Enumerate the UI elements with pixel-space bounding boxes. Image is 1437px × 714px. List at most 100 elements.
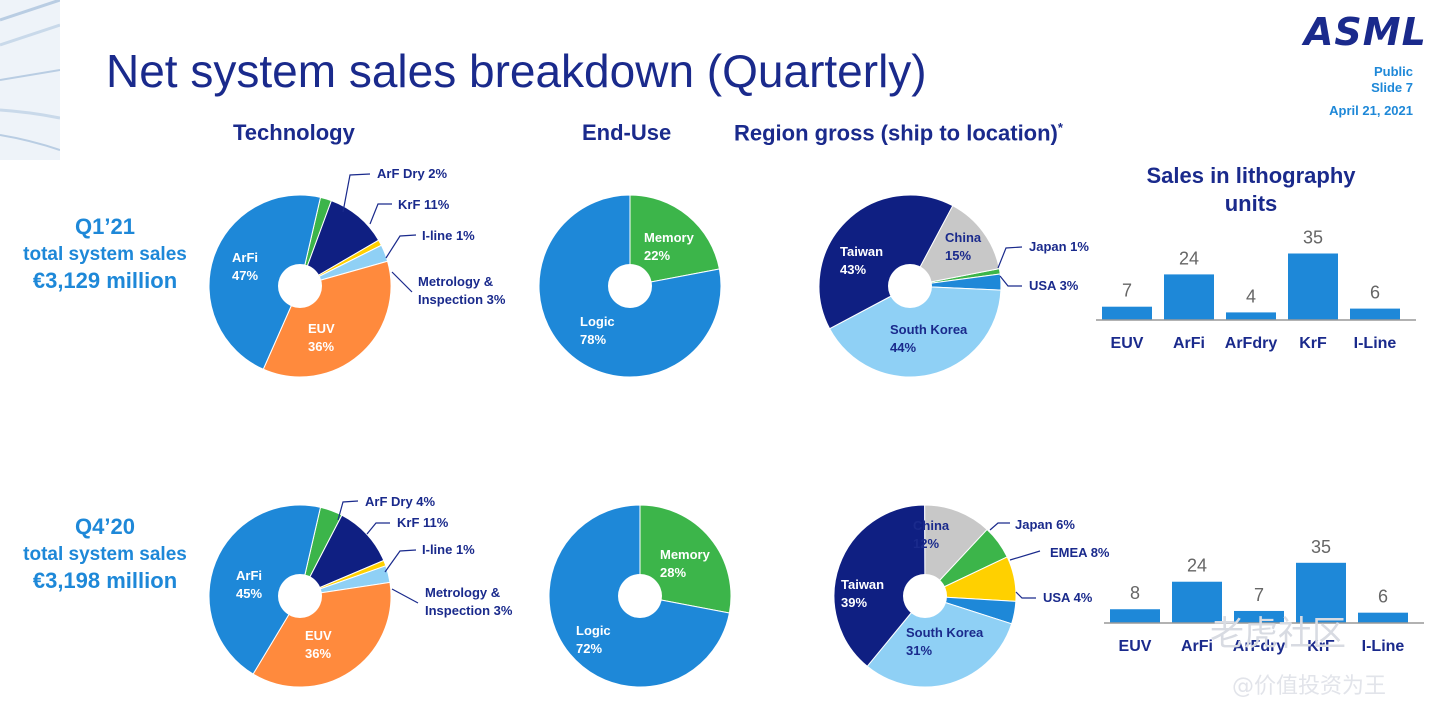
callout-label: I-line 1% [422,228,475,243]
pie-hole [903,574,947,618]
callout-leader-line [385,234,417,259]
pie-slice-china [909,205,1000,287]
slice-pct-arfi: 47% [232,268,258,283]
slice-label-arfi: ArFi [236,568,262,583]
pie-slice-euv [262,260,392,378]
quarter-label-q1: Q1’21 total system sales €3,129 million [10,214,200,294]
bar-category-label: ArFi [1173,335,1205,352]
bar-category-label: KrF [1307,638,1335,655]
slide-date: April 21, 2021 [1329,103,1413,118]
bar-arfi [1172,581,1222,623]
slice-label-euv: EUV [308,321,335,336]
page-title: Net system sales breakdown (Quarterly) [106,45,927,97]
slice-pct-arfi: 45% [236,586,262,601]
callout-leader-line [391,271,413,293]
bar-i-line [1358,612,1408,623]
pie-hole [618,574,662,618]
callout-leader-line [342,173,371,213]
slice-label-china: China [945,230,982,245]
callout-label: Inspection 3% [418,292,506,307]
slide-number: Slide 7 [1371,80,1413,95]
callout-label: Metrology & [425,585,500,600]
pie-hole [278,264,322,308]
callout-leader-line [369,203,392,225]
slice-label-euv: EUV [305,628,332,643]
header-end-use: End-Use [582,120,672,145]
pie-slice-euv [252,581,392,688]
bar-euv [1110,609,1160,623]
pie-slice-south-korea [828,285,1002,378]
callout-leader-line [366,522,390,535]
bar-category-label: ArFdry [1233,638,1286,655]
callout-leader-line [1009,550,1041,561]
bar-value-label: 24 [1179,248,1199,268]
pie-slice-south-korea [866,595,1013,688]
pie-slice-taiwan [833,504,926,668]
pie-hole [608,264,652,308]
pie-hole [278,574,322,618]
pie-slice-taiwan [818,194,954,330]
callout-label: Metrology & [418,274,493,289]
bar-euv [1102,306,1152,320]
slice-label-taiwan: Taiwan [840,244,883,259]
slice-pct-south-korea: 31% [906,643,932,658]
slice-label-taiwan: Taiwan [841,577,884,592]
pie-slice-memory [629,194,720,287]
slice-pct-memory: 22% [644,248,670,263]
callout-label: ArF Dry 2% [377,166,448,181]
bar-category-label: ArFi [1181,638,1213,655]
callout-label: USA 3% [1029,278,1079,293]
callout-label: EMEA 8% [1050,545,1110,560]
slice-label-memory: Memory [644,230,695,245]
header-units: Sales in lithography units [1146,163,1356,216]
bar-krf [1288,253,1338,320]
slice-label-south-korea: South Korea [906,625,984,640]
classification-label: Public [1373,64,1413,79]
slice-label-memory: Memory [660,547,711,562]
quarter-value: €3,129 million [32,268,178,293]
bar-category-label: I-Line [1354,335,1397,352]
bar-krf [1296,562,1346,623]
slice-label-south-korea: South Korea [890,322,968,337]
bar-value-label: 6 [1370,283,1380,303]
decorative-swoosh [0,0,60,160]
callout-label: USA 4% [1043,590,1093,605]
slice-pct-china: 12% [913,536,939,551]
watermark-handle: @价值投资为王 [1232,674,1387,699]
slice-pct-logic: 72% [576,641,602,656]
slice-pct-euv: 36% [305,646,331,661]
callout-leader-line [337,500,359,521]
quarter-value: €3,198 million [32,568,178,593]
pie-slice-china [924,504,988,598]
slice-pct-memory: 28% [660,565,686,580]
slice-pct-euv: 36% [308,339,334,354]
bar-category-label: I-Line [1362,638,1405,655]
pie-hole [888,264,932,308]
pie-slice-arfi [208,504,322,675]
slice-label-logic: Logic [576,623,611,638]
callout-leader-line [1015,591,1036,599]
callout-label: KrF 11% [398,197,450,212]
header-region-footnote: * [1057,120,1063,135]
header-technology: Technology [233,120,355,145]
bar-arfdry [1234,610,1284,623]
callout-leader-line [391,588,419,604]
slice-label-arfi: ArFi [232,250,258,265]
quarter-label-q4: Q4’20 total system sales €3,198 million [10,514,200,594]
slice-pct-south-korea: 44% [890,340,916,355]
bar-value-label: 8 [1130,583,1140,603]
callout-label: Japan 6% [1015,517,1075,532]
bar-value-label: 7 [1122,281,1132,301]
bar-value-label: 6 [1378,587,1388,607]
bar-value-label: 35 [1303,228,1323,248]
bar-category-label: EUV [1111,335,1144,352]
bar-value-label: 7 [1254,585,1264,605]
callout-label: Inspection 3% [425,603,513,618]
pie-slice-logic [538,194,722,378]
callout-leader-line [997,246,1023,269]
bar-arfi [1164,274,1214,320]
slice-pct-china: 15% [945,248,971,263]
bar-value-label: 4 [1246,286,1256,306]
quarter-name: Q1’21 [75,214,135,239]
